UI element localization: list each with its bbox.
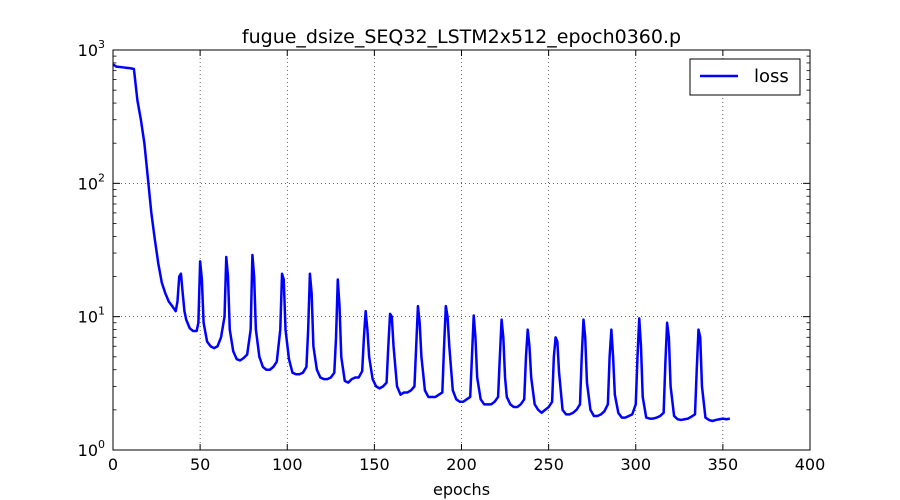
legend-box bbox=[689, 58, 801, 96]
x-tick-label: 200 bbox=[446, 455, 477, 474]
legend: loss bbox=[689, 58, 801, 96]
y-tick-label: 101 bbox=[78, 305, 105, 327]
x-tick-label: 100 bbox=[272, 455, 303, 474]
x-tick-label: 350 bbox=[708, 455, 739, 474]
x-axis-label: epochs bbox=[433, 480, 490, 499]
x-tick-label: 0 bbox=[108, 455, 118, 474]
y-tick-label: 103 bbox=[78, 38, 105, 60]
y-tick-label: 102 bbox=[78, 171, 105, 193]
grid-layer bbox=[113, 50, 810, 450]
chart-title: fugue_dsize_SEQ32_LSTM2x512_epoch0360.p bbox=[242, 26, 681, 48]
x-tick-label: 300 bbox=[620, 455, 651, 474]
x-tick-label: 150 bbox=[359, 455, 390, 474]
x-tick-label: 50 bbox=[190, 455, 210, 474]
tick-layer: 0 50 100 150 200 250 300 350 400 100 101 102 103 bbox=[78, 38, 826, 474]
line-layer bbox=[112, 63, 731, 423]
x-tick-label: 400 bbox=[795, 455, 826, 474]
x-tick-label: 250 bbox=[533, 455, 564, 474]
series-line-loss bbox=[112, 63, 731, 423]
legend-label-loss: loss bbox=[754, 66, 789, 87]
y-tick-label: 100 bbox=[78, 438, 105, 460]
